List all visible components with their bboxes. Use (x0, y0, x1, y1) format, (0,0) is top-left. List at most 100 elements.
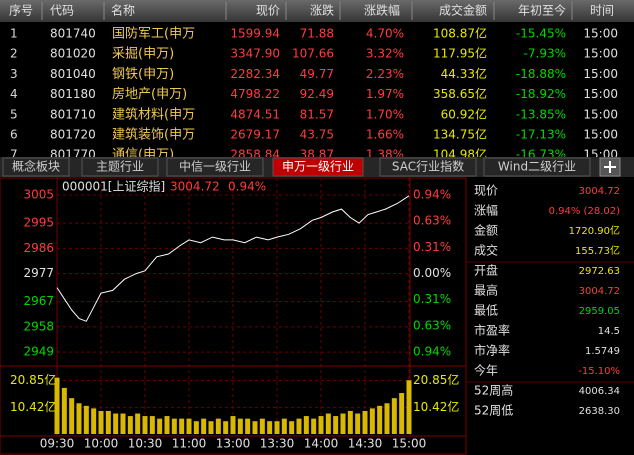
volume-bar (230, 416, 236, 434)
table-cell: 15:00 (583, 128, 618, 142)
chart-price: 3004.72 (170, 180, 220, 194)
quote-value: 2959.05 (579, 306, 620, 317)
table-cell: 358.65亿 (433, 86, 487, 101)
volume-bar (223, 421, 229, 434)
y-tick-label: 2977 (23, 266, 54, 280)
table-cell: 117.95亿 (433, 46, 487, 61)
y2-tick-label: 0.63% (413, 213, 451, 227)
quote-label: 市盈率 (474, 323, 510, 338)
x-tick-label: 13:00 (216, 437, 251, 451)
quote-label: 今年 (474, 363, 498, 378)
chart-title: 000001[上证综指] (62, 179, 165, 194)
table-cell: 1599.94 (230, 27, 280, 41)
volume-bar (362, 410, 368, 434)
table-cell: 4.70% (366, 27, 404, 41)
column-header: 名称 (111, 3, 135, 18)
volume-bar (201, 418, 207, 434)
table-cell: 15:00 (583, 47, 618, 61)
volume-bar (127, 416, 133, 434)
y2-tick-label: 0.31% (413, 240, 451, 254)
tab[interactable] (166, 157, 264, 177)
table-cell: 107.66 (292, 47, 334, 61)
volume-bar (164, 416, 170, 434)
quote-label: 最低 (474, 304, 498, 318)
volume-bar (83, 405, 89, 434)
table-cell: 15:00 (583, 87, 618, 101)
volume-bar (325, 413, 331, 434)
table-cell: 1.97% (366, 87, 404, 101)
volume-bar (391, 398, 397, 434)
table-cell: 采掘(申万) (112, 47, 174, 62)
table-cell: 6 (10, 128, 18, 142)
table-cell: 49.77 (300, 67, 334, 81)
table-cell: 801770 (50, 148, 96, 162)
quote-label: 52周低 (474, 404, 513, 418)
column-header: 年初至今 (518, 3, 566, 18)
volume-bar (340, 413, 346, 434)
column-header: 时间 (590, 4, 614, 18)
table-cell: 3 (10, 67, 18, 81)
y-tick-label: 2958 (23, 319, 54, 333)
table-cell: -17.13% (516, 128, 566, 142)
quote-label: 金额 (474, 223, 498, 238)
tab[interactable] (483, 157, 591, 177)
table-cell: 通信(申万) (112, 148, 174, 163)
table-cell: 134.75亿 (433, 127, 487, 142)
volume-bar (252, 421, 258, 434)
table-cell: 4798.22 (230, 87, 280, 101)
tab-label[interactable]: 主题行业 (96, 160, 144, 174)
column-header: 序号 (9, 3, 33, 18)
y-tick-label: 2986 (23, 241, 54, 255)
volume-bar (135, 413, 141, 434)
x-tick-label: 13:30 (260, 437, 295, 451)
tab[interactable] (379, 157, 477, 177)
volume-bar (274, 421, 280, 434)
tab[interactable] (272, 157, 364, 177)
table-cell: 92.49 (300, 87, 334, 101)
tab-label[interactable]: SAC行业指数 (392, 159, 464, 174)
x-tick-label: 10:00 (84, 437, 119, 451)
volume-bar (120, 413, 126, 434)
tab[interactable] (81, 157, 159, 177)
x-tick-label: 14:30 (348, 437, 383, 451)
table-cell: 43.75 (300, 128, 334, 142)
table-cell: 4 (10, 87, 18, 101)
column-header: 涨跌 (310, 3, 334, 18)
table-cell: 2.23% (366, 67, 404, 81)
volume-tick-label: 10.42亿 (413, 399, 459, 414)
tab-label[interactable]: 申万一级行业 (282, 160, 354, 174)
table-cell: 801720 (50, 128, 96, 142)
table-cell: 104.98亿 (433, 147, 487, 162)
table-cell: -18.88% (516, 67, 566, 81)
table-cell: 1.70% (366, 107, 404, 121)
table-cell: 38.87 (300, 148, 334, 162)
table-cell: 国防军工(申万 (112, 26, 195, 42)
volume-bar (311, 418, 317, 434)
column-header: 代码 (50, 4, 74, 18)
quote-value: 2638.30 (579, 406, 620, 417)
quote-value: 2972.63 (579, 266, 620, 277)
table-cell: 建筑材料(申万 (112, 106, 195, 122)
table-cell: 3.32% (366, 47, 404, 61)
table-cell: 801710 (50, 107, 96, 121)
volume-bar (186, 418, 192, 434)
plus-icon (604, 161, 616, 173)
quote-label: 52周高 (474, 383, 513, 398)
quote-value: 3004.72 (579, 286, 620, 297)
quote-value: 0.94% (28.02) (549, 206, 620, 217)
volume-bar (61, 387, 67, 434)
x-tick-label: 10:30 (128, 437, 163, 451)
tab-label[interactable]: Wind二级行业 (498, 160, 576, 174)
volume-bar (303, 416, 309, 434)
tab[interactable] (2, 157, 70, 177)
quote-value: 155.73亿 (575, 244, 620, 257)
grid (56, 178, 410, 436)
y2-tick-label: 0.31% (413, 292, 451, 306)
tab-label[interactable]: 中信一级行业 (179, 159, 251, 174)
quote-label: 涨幅 (474, 203, 498, 218)
tab-label[interactable]: 概念板块 (12, 159, 60, 174)
table-cell: 71.88 (300, 27, 334, 41)
table-cell: 1.38% (366, 148, 404, 162)
table-cell: 2679.17 (230, 128, 280, 142)
table-cell: 15:00 (583, 27, 618, 41)
